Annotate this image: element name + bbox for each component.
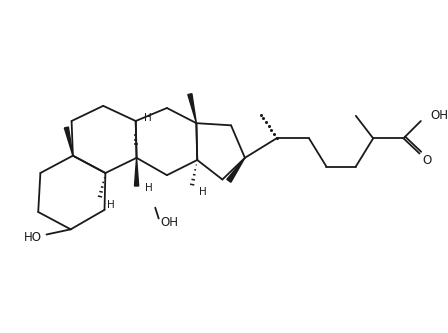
- Polygon shape: [188, 94, 196, 123]
- Text: HO: HO: [24, 231, 42, 244]
- Text: O: O: [423, 154, 432, 166]
- Text: H: H: [199, 186, 207, 196]
- Polygon shape: [227, 158, 245, 182]
- Text: OH: OH: [160, 216, 178, 229]
- Polygon shape: [134, 158, 139, 186]
- Text: OH: OH: [431, 109, 448, 122]
- Text: H: H: [107, 199, 115, 210]
- Text: H: H: [144, 113, 152, 123]
- Polygon shape: [65, 127, 73, 156]
- Text: H: H: [145, 183, 153, 193]
